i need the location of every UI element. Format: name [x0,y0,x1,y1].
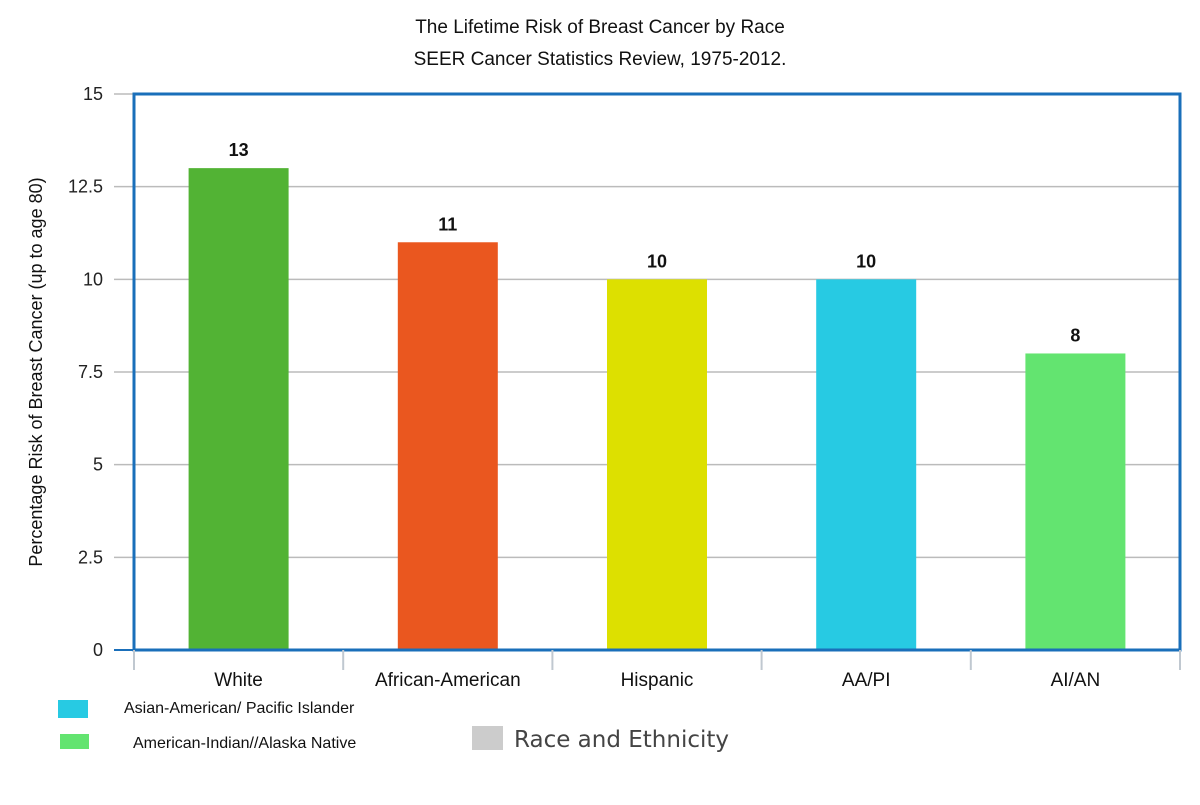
y-tick-label: 15 [83,84,103,104]
bar-african-american [397,242,498,650]
y-axis-ticks: 0 2.5 5 7.5 10 12.5 15 [68,84,134,660]
data-label: 8 [1070,325,1080,345]
y-tick-label: 12.5 [68,177,103,197]
legend: Asian-American/ Pacific Islander American… [58,700,356,752]
y-tick-label: 7.5 [78,362,103,382]
data-label: 10 [647,251,667,271]
legend-label: American-Indian//Alaska Native [133,735,356,752]
chart-title: The Lifetime Risk of Breast Cancer by Ra… [415,17,785,38]
data-label: 10 [856,251,876,271]
legend-swatch [60,734,89,749]
x-tick-label: AI/AN [1051,670,1101,691]
x-tick-label: Hispanic [621,670,694,691]
y-tick-label: 10 [83,269,103,289]
y-tick-label: 2.5 [78,547,103,567]
bars [188,168,1126,650]
bar-aa-pi [816,279,917,650]
bar-white [188,168,289,650]
chart-subtitle: SEER Cancer Statistics Review, 1975-2012… [414,49,787,70]
y-tick-label: 5 [93,455,103,475]
x-axis: White African-American Hispanic AA/PI AI/AN [114,649,1181,691]
data-label: 11 [438,214,457,234]
y-tick-label: 0 [93,640,103,660]
x-tick-label: African-American [375,670,521,691]
x-tick-label: AA/PI [842,670,891,691]
bar-ai-an [1025,353,1126,650]
bar-hispanic [607,279,707,650]
x-tick-label: White [214,670,263,691]
x-axis-title-swatch [472,726,503,750]
x-axis-title: Race and Ethnicity [514,727,729,753]
data-labels: 13 11 10 10 8 [229,140,1081,345]
legend-swatch [58,700,88,718]
legend-label: Asian-American/ Pacific Islander [124,700,355,717]
y-axis-label: Percentage Risk of Breast Cancer (up to … [26,177,46,566]
data-label: 13 [229,140,249,160]
